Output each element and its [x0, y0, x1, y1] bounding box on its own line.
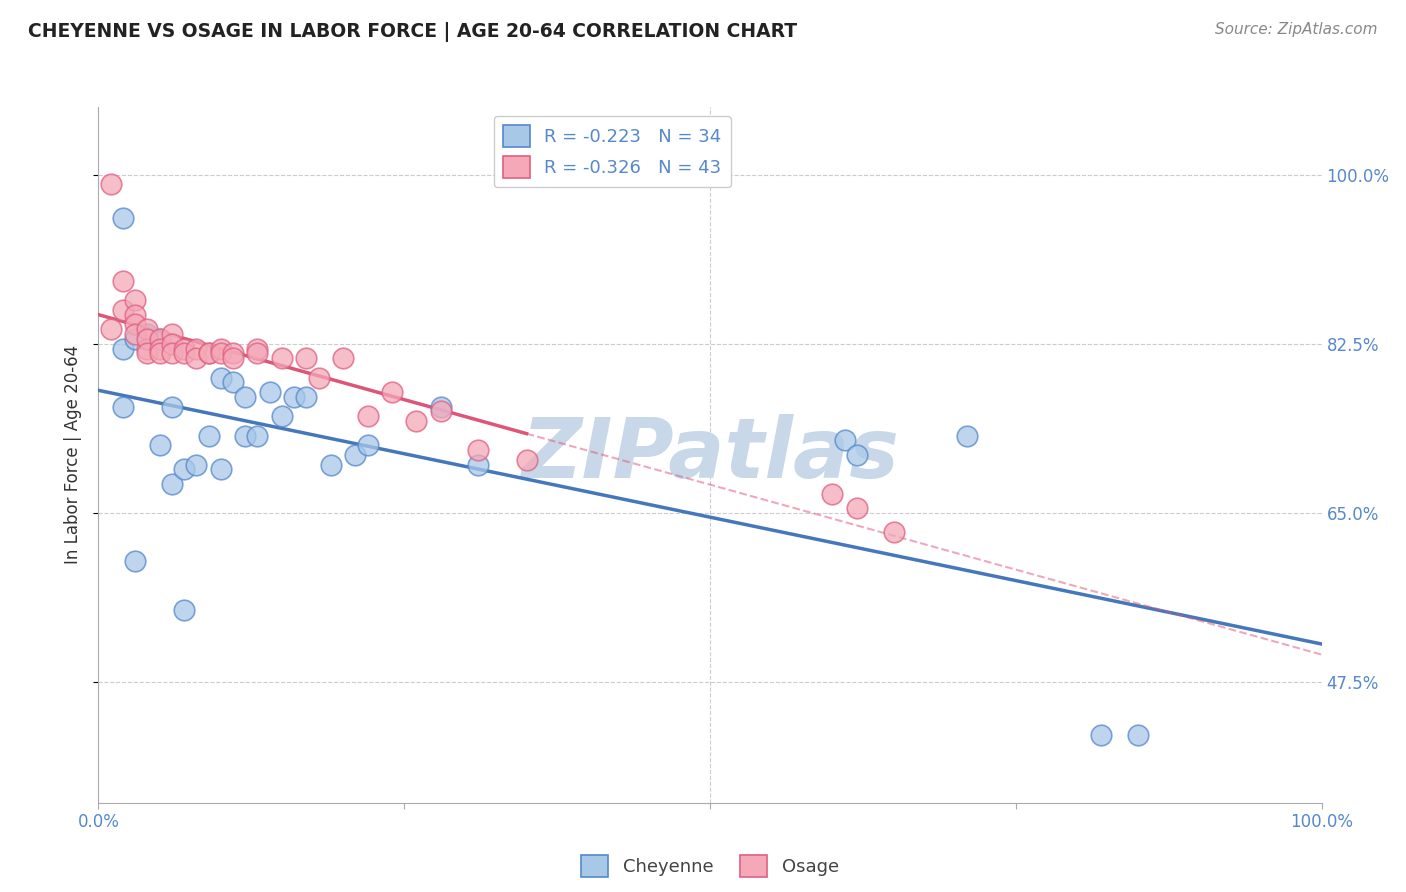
Point [197, 428, 219, 442]
Point [467, 443, 489, 458]
Point [381, 385, 404, 400]
Point [136, 332, 159, 346]
Point [124, 308, 146, 322]
Point [149, 438, 172, 452]
Point [344, 448, 367, 462]
Point [246, 346, 269, 360]
Point [124, 554, 146, 568]
Point [160, 346, 183, 360]
Point [1090, 728, 1112, 742]
Point [222, 351, 245, 366]
Point [209, 346, 232, 360]
Point [467, 458, 489, 472]
Point [186, 458, 208, 472]
Point [332, 351, 354, 366]
Point [111, 400, 134, 414]
Point [405, 414, 427, 428]
Point [100, 322, 122, 336]
Point [233, 390, 256, 404]
Point [111, 303, 134, 318]
Point [233, 428, 256, 442]
Point [845, 448, 868, 462]
Text: ZIPatlas: ZIPatlas [522, 415, 898, 495]
Point [356, 409, 378, 424]
Point [160, 400, 183, 414]
Point [430, 400, 453, 414]
Point [149, 332, 172, 346]
Point [149, 342, 172, 356]
Point [356, 438, 378, 452]
Point [845, 501, 868, 516]
Point [515, 452, 537, 467]
Point [136, 322, 159, 336]
Point [160, 336, 183, 351]
Point [136, 346, 159, 360]
Point [1128, 728, 1150, 742]
Point [111, 211, 134, 226]
Legend: Cheyenne, Osage: Cheyenne, Osage [574, 847, 846, 884]
Point [136, 327, 159, 342]
Point [197, 346, 219, 360]
Point [149, 346, 172, 360]
Point [186, 342, 208, 356]
Point [259, 385, 281, 400]
Point [222, 376, 245, 390]
Point [821, 486, 844, 500]
Point [136, 342, 159, 356]
Point [124, 332, 146, 346]
Point [124, 318, 146, 332]
Point [246, 428, 269, 442]
Point [209, 370, 232, 384]
Text: CHEYENNE VS OSAGE IN LABOR FORCE | AGE 20-64 CORRELATION CHART: CHEYENNE VS OSAGE IN LABOR FORCE | AGE 2… [28, 22, 797, 42]
Point [186, 351, 208, 366]
Point [173, 342, 195, 356]
Point [209, 462, 232, 476]
Point [149, 332, 172, 346]
Point [160, 327, 183, 342]
Point [173, 602, 195, 616]
Text: Source: ZipAtlas.com: Source: ZipAtlas.com [1215, 22, 1378, 37]
Point [270, 409, 294, 424]
Point [100, 178, 122, 192]
Point [124, 327, 146, 342]
Point [222, 346, 245, 360]
Point [883, 525, 905, 540]
Point [430, 404, 453, 418]
Point [111, 342, 134, 356]
Point [270, 351, 294, 366]
Y-axis label: In Labor Force | Age 20-64: In Labor Force | Age 20-64 [65, 345, 83, 565]
Point [956, 428, 979, 442]
Point [308, 370, 330, 384]
Point [319, 458, 342, 472]
Point [283, 390, 305, 404]
Point [295, 390, 318, 404]
Point [173, 346, 195, 360]
Point [124, 293, 146, 308]
Point [197, 346, 219, 360]
Point [209, 342, 232, 356]
Point [160, 476, 183, 491]
Point [173, 462, 195, 476]
Point [246, 342, 269, 356]
Point [295, 351, 318, 366]
Point [111, 274, 134, 288]
Point [834, 434, 856, 448]
